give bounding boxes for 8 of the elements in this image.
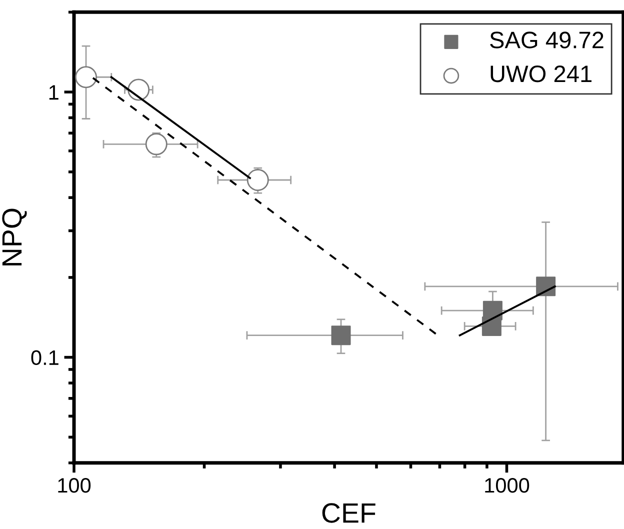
y-tick-label: 1 <box>49 85 58 100</box>
y-axis-title: NPQ <box>2 208 27 266</box>
legend-label: UWO 241 <box>490 65 592 82</box>
x-tick-label: 1000 <box>485 478 530 493</box>
x-axis-title: CEF <box>322 503 376 523</box>
legend-label: SAG 49.72 <box>490 32 604 48</box>
x-tick-label: 100 <box>58 478 91 493</box>
y-tick-label: 0.1 <box>31 350 58 366</box>
